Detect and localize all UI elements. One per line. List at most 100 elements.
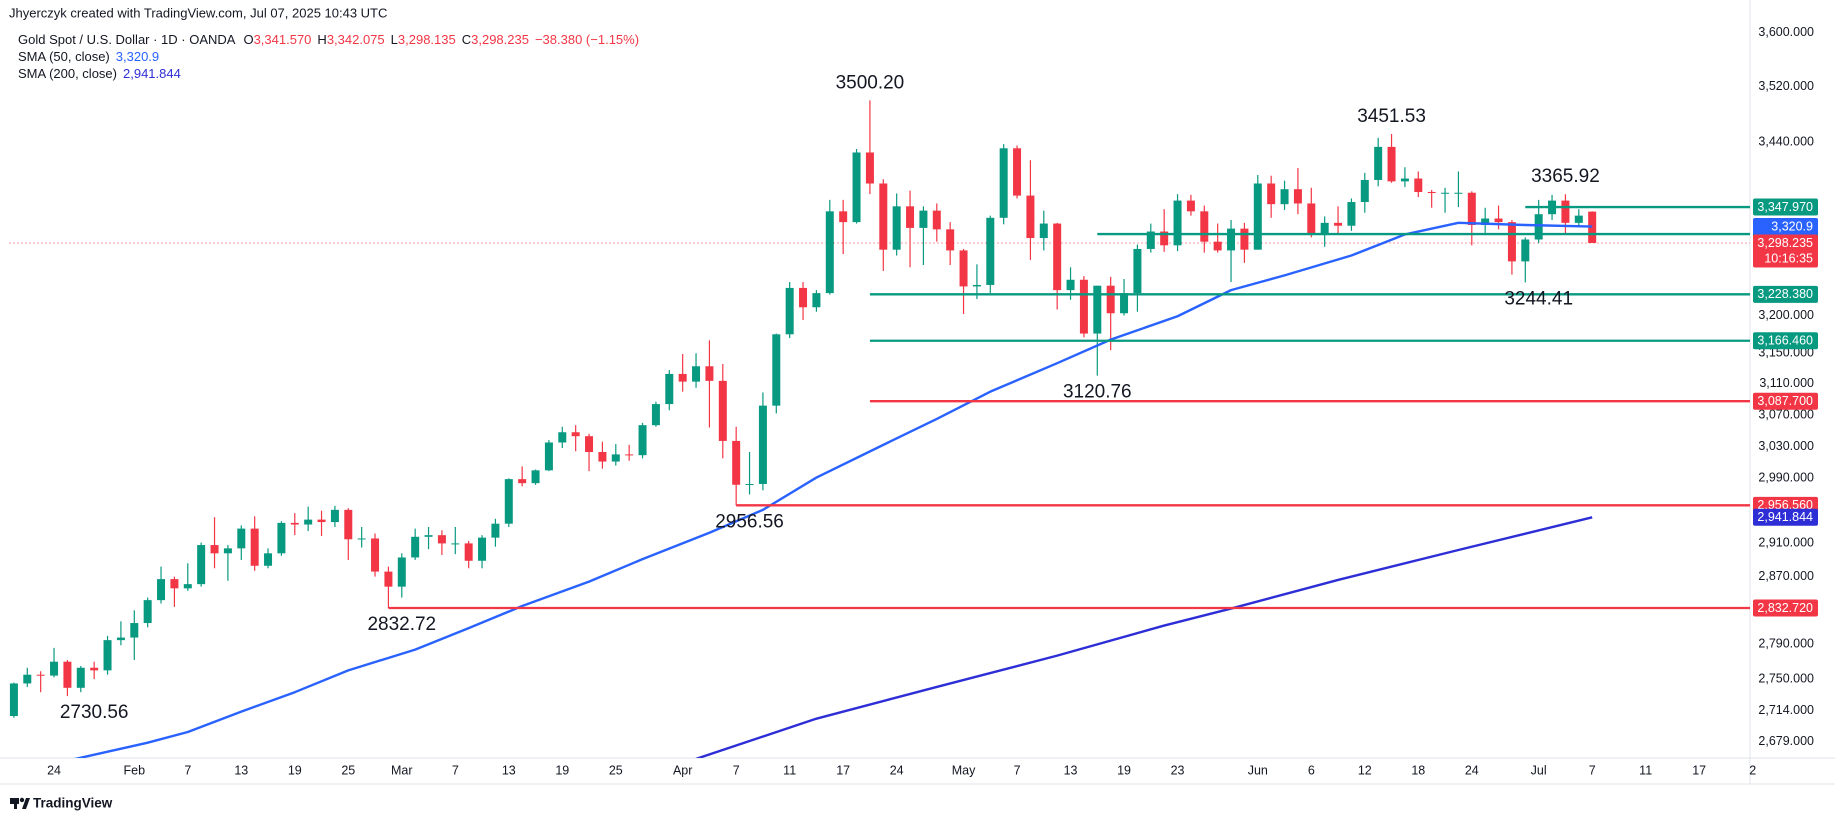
- candle-body: [371, 538, 380, 572]
- countdown: 10:16:35: [1764, 251, 1813, 265]
- candle-body: [518, 479, 527, 484]
- y-tick-label: 2,990.000: [1758, 471, 1814, 485]
- candle-body: [1441, 192, 1450, 194]
- x-tick-label: 7: [184, 763, 191, 777]
- x-tick-label: 12: [1358, 763, 1372, 777]
- candle-body: [892, 206, 901, 250]
- candle-body: [330, 509, 339, 523]
- y-tick-label: 2,910.000: [1758, 536, 1814, 550]
- candle-body: [304, 519, 313, 525]
- candle-body: [986, 217, 995, 285]
- x-tick-label: 11: [783, 763, 796, 777]
- candle-body: [451, 543, 460, 545]
- y-tick-label: 2,790.000: [1758, 637, 1814, 651]
- candle-body: [357, 538, 366, 540]
- x-tick-label: 6: [1308, 763, 1315, 777]
- candle-body: [76, 667, 85, 688]
- candle-body: [999, 148, 1008, 218]
- x-tick-label: 13: [234, 763, 248, 777]
- level-box: [1753, 198, 1818, 216]
- candle-body: [1186, 200, 1195, 212]
- level-box: [1753, 285, 1818, 303]
- x-tick-label: 7: [452, 763, 459, 777]
- candle-body: [1026, 195, 1035, 239]
- x-tick-label: Feb: [124, 763, 146, 777]
- y-tick-label: 3,030.000: [1758, 439, 1814, 453]
- ohlc-key: O: [243, 32, 253, 47]
- x-tick-label: 25: [609, 763, 623, 777]
- x-tick-label: 13: [502, 763, 516, 777]
- x-tick-label: 25: [341, 763, 355, 777]
- indicator-label: 3,320.9: [1771, 219, 1813, 233]
- candle-body: [558, 432, 567, 443]
- candle-body: [585, 436, 594, 453]
- candle-body: [1240, 228, 1249, 250]
- logo-mark: [14, 798, 17, 809]
- indicator-legend: SMA (50, close) 3,320.9: [18, 49, 159, 64]
- candle-body: [785, 287, 794, 335]
- candle-body: [50, 661, 59, 676]
- x-tick-label: 19: [555, 763, 569, 777]
- candle-body: [1079, 279, 1088, 334]
- sma-line: [695, 516, 1593, 758]
- price-annotation: 3120.76: [1063, 382, 1132, 403]
- candle-body: [9, 683, 18, 716]
- candle-body: [1454, 192, 1463, 194]
- candle-body: [959, 250, 968, 287]
- ohlc-value: 3,298.135: [398, 32, 456, 47]
- price-annotation: 2956.56: [715, 511, 784, 532]
- y-tick-label: 2,714.000: [1758, 703, 1814, 717]
- y-tick-label: 2,679.000: [1758, 734, 1814, 748]
- candle-body: [23, 674, 32, 684]
- y-tick-label: 3,070.000: [1758, 407, 1814, 421]
- candle-body: [464, 543, 473, 561]
- candle-body: [1146, 231, 1155, 249]
- candle-body: [825, 211, 834, 294]
- level-box: [1753, 599, 1818, 617]
- candle-body: [1320, 222, 1329, 235]
- candle-body: [745, 483, 754, 485]
- candle-body: [1387, 146, 1396, 182]
- candle-body: [1374, 146, 1383, 180]
- candle-body: [1106, 285, 1115, 314]
- candle-body: [1334, 222, 1343, 226]
- x-tick-label: 18: [1411, 763, 1425, 777]
- x-tick-label: 19: [288, 763, 302, 777]
- candle-body: [732, 440, 741, 485]
- candle-body: [317, 519, 326, 523]
- candle-body: [277, 522, 286, 554]
- x-tick-label: 7: [1014, 763, 1021, 777]
- candle-body: [183, 584, 192, 589]
- y-tick-label: 3,600.000: [1758, 25, 1814, 39]
- indicator-name: SMA (200, close): [18, 66, 117, 81]
- x-tick-label: 24: [890, 763, 904, 777]
- ohlc-key: L: [391, 32, 398, 47]
- last-price-label: 3,298.235: [1757, 236, 1813, 250]
- x-tick-label: 17: [1692, 763, 1706, 777]
- candle-body: [1227, 228, 1236, 251]
- y-tick-label: 3,110.000: [1759, 376, 1814, 390]
- candle-body: [665, 373, 674, 405]
- candle-body: [478, 537, 487, 561]
- candle-body: [90, 667, 99, 671]
- candle-body: [250, 528, 259, 566]
- candle-body: [611, 454, 620, 462]
- level-label: 3,166.460: [1757, 334, 1813, 348]
- candle-body: [1280, 189, 1289, 205]
- indicator-label: 2,941.844: [1757, 510, 1813, 524]
- candle-body: [1400, 178, 1409, 182]
- price-annotation: 2832.72: [367, 614, 436, 635]
- candle-body: [1293, 189, 1302, 204]
- candle-body: [1588, 211, 1597, 243]
- price-annotation: 2730.56: [60, 702, 129, 723]
- x-tick-label: Jun: [1248, 763, 1268, 777]
- branding: TradingView: [33, 796, 113, 811]
- indicator-legend: SMA (200, close) 2,941.844: [18, 66, 181, 81]
- candle-body: [504, 479, 513, 524]
- indicator-value: 3,320.9: [116, 49, 159, 64]
- candle-body: [839, 211, 848, 223]
- candle-body: [1534, 214, 1543, 240]
- level-box: [1753, 332, 1818, 350]
